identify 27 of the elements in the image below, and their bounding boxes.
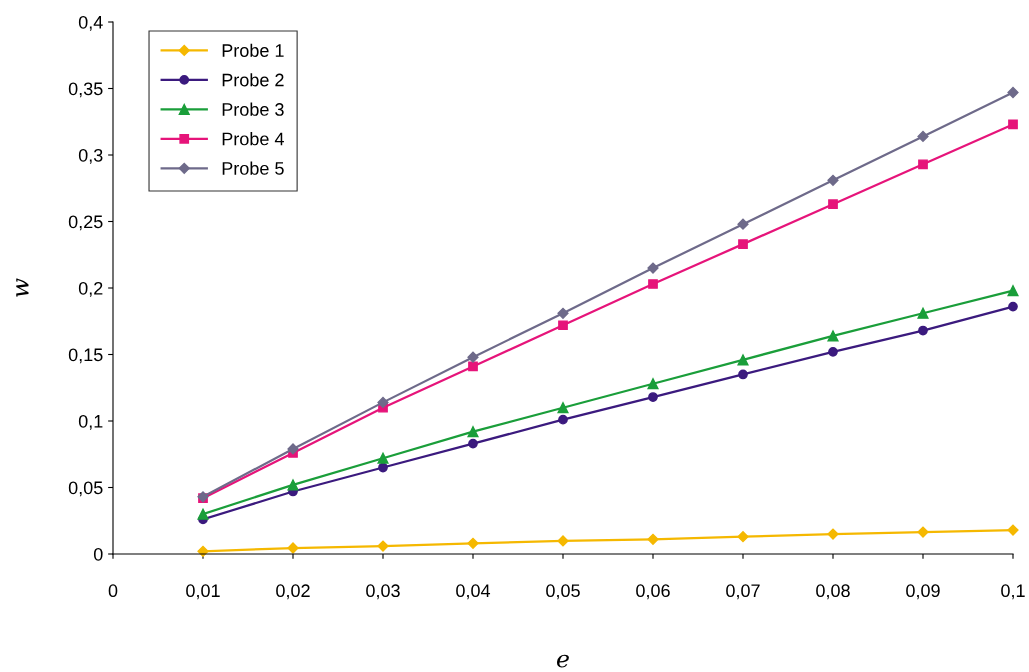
y-tick-label: 0,35 bbox=[68, 82, 103, 98]
y-tick-label: 0,25 bbox=[68, 215, 103, 231]
x-tick-label: 0,04 bbox=[456, 584, 491, 600]
x-tick-label: 0,05 bbox=[546, 584, 580, 600]
legend-label: Probe 5 bbox=[222, 161, 284, 175]
y-tick-label: 0,05 bbox=[68, 481, 103, 497]
x-tick-label: 0,03 bbox=[366, 584, 400, 600]
y-tick-label: 0,2 bbox=[78, 281, 103, 297]
legend-label: Probe 3 bbox=[222, 102, 284, 116]
x-tick-label: 0,06 bbox=[636, 584, 670, 600]
x-tick-label: 0,08 bbox=[816, 584, 850, 600]
y-tick-label: 0,3 bbox=[78, 148, 103, 164]
legend-label: Probe 2 bbox=[222, 73, 284, 87]
x-tick-label: 0,09 bbox=[906, 584, 940, 600]
x-tick-label: 0,07 bbox=[726, 584, 760, 600]
x-tick-label: 0,02 bbox=[276, 584, 310, 600]
y-tick-label: 0 bbox=[93, 547, 103, 561]
x-axis-title: e bbox=[557, 654, 569, 668]
legend-label: Probe 1 bbox=[222, 43, 284, 57]
x-tick-label: 0 bbox=[108, 584, 118, 598]
y-axis-title: w bbox=[16, 278, 29, 297]
legend-label: Probe 4 bbox=[222, 132, 284, 146]
y-tick-label: 0,1 bbox=[78, 414, 103, 430]
x-tick-label: 0,1 bbox=[1001, 584, 1025, 600]
y-tick-label: 0,15 bbox=[68, 348, 103, 364]
x-tick-label: 0,01 bbox=[186, 584, 220, 600]
y-tick-label: 0,4 bbox=[78, 15, 103, 31]
